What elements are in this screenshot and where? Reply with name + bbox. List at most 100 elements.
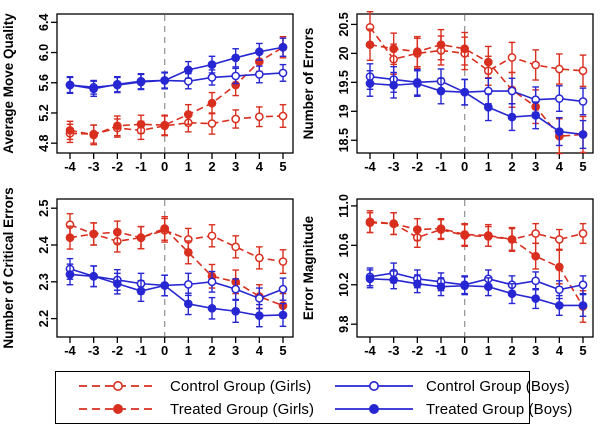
x-tick-label: 0 — [161, 159, 168, 172]
x-axis: -4 -3 -2 -1 0 1 2 3 4 5 — [364, 337, 587, 358]
data-point-marker — [389, 275, 399, 285]
data-point-marker — [207, 231, 217, 241]
plot-frame — [56, 198, 294, 338]
y-axis-title: Number of Critical Errors — [1, 187, 16, 348]
panel-number-of-critical-errors: 2.2 2.3 2.4 2.5 -4 -3 -2 -1 0 1 2 3 4 5 Number of Crit… — [1, 187, 294, 358]
x-tick-label: -2 — [112, 343, 124, 358]
data-point-marker — [65, 233, 75, 242]
y-axis-title: Average Move Quality — [1, 13, 16, 154]
data-point-marker — [436, 40, 446, 50]
y-tick-label: 19 — [337, 104, 351, 118]
data-point-marker — [507, 235, 517, 244]
x-tick-label: 1 — [185, 159, 192, 172]
series-control_boys — [65, 257, 288, 310]
legend-sample-control-boys-line-icon — [335, 381, 413, 391]
legend-sample-treated-girls-line-icon — [79, 404, 157, 414]
data-point-marker — [389, 80, 399, 90]
series-treated_boys — [365, 70, 588, 150]
data-point-marker — [65, 80, 75, 90]
legend-marker — [112, 404, 123, 414]
data-point-marker — [254, 70, 264, 79]
panel-error-magnitude: 9.8 10.2 10.6 11.0 -4 -3 -2 -1 0 1 2 3 4 5 Error Magni… — [301, 194, 594, 358]
x-tick-label: 3 — [532, 343, 539, 358]
x-tick-label: -3 — [88, 159, 100, 172]
y-tick-label: 10.2 — [337, 273, 351, 297]
series-line — [69, 227, 284, 307]
data-point-marker — [365, 79, 375, 88]
data-point-marker — [207, 73, 217, 82]
series-control_girls — [65, 103, 288, 144]
series-control_boys — [65, 63, 288, 95]
data-point-marker — [483, 282, 493, 292]
data-point-marker — [436, 282, 446, 292]
legend-marker — [112, 381, 123, 391]
panel-average-move-quality: 4.8 5.2 5.6 6.0 6.4 -4 -3 -2 -1 0 1 2 3 4 5 Average Mov… — [1, 13, 294, 172]
legend-item-label: Control Group (Boys) — [426, 377, 570, 395]
data-point-marker — [254, 112, 264, 122]
data-point-marker — [278, 42, 288, 52]
data-point-marker — [365, 40, 375, 50]
legend-item-label: Treated Group (Girls) — [170, 400, 315, 418]
legend-item-control-boys: Control Group (Boys) — [328, 375, 573, 397]
series-line — [69, 46, 284, 90]
data-point-marker — [207, 277, 217, 287]
x-tick-label: 0 — [461, 343, 468, 358]
data-point-marker — [89, 229, 99, 239]
legend-sample-control-girls-line-icon — [79, 381, 157, 391]
data-point-marker — [412, 225, 422, 234]
data-point-marker — [89, 84, 99, 94]
data-point-marker — [89, 271, 99, 281]
y-axis-title: Number of Errors — [301, 28, 316, 140]
data-point-marker — [578, 130, 588, 139]
x-tick-label: 2 — [208, 159, 215, 172]
data-point-marker — [578, 301, 588, 310]
data-point-marker — [160, 281, 170, 290]
data-point-marker — [531, 251, 541, 261]
series-treated_girls — [65, 215, 288, 319]
data-point-marker — [254, 47, 264, 57]
y-axis: 4.8 5.2 5.6 6.0 6.4 — [37, 14, 57, 152]
legend-marker — [368, 404, 379, 414]
y-tick-label: 4.8 — [37, 134, 51, 151]
data-point-marker — [483, 57, 493, 67]
series-line — [369, 43, 584, 138]
data-point-marker — [531, 111, 541, 120]
x-tick-label: -4 — [64, 159, 76, 172]
x-tick-label: 4 — [256, 159, 264, 172]
y-tick-label: 11.0 — [337, 194, 351, 218]
data-point-marker — [136, 119, 146, 129]
x-tick-label: -4 — [364, 343, 376, 358]
series-control_boys — [365, 63, 588, 116]
data-point-marker — [254, 253, 264, 263]
data-point-marker — [507, 112, 517, 122]
series-line — [369, 278, 583, 307]
legend-item-label: Treated Group (Boys) — [426, 400, 573, 418]
data-point-marker — [507, 289, 517, 298]
data-point-marker — [554, 94, 564, 103]
data-point-marker — [554, 235, 564, 244]
y-tick-label: 18.5 — [337, 128, 351, 152]
data-point-marker — [578, 66, 588, 76]
x-tick-label: 5 — [579, 343, 586, 358]
y-tick-label: 10.6 — [337, 233, 351, 257]
x-tick-label: 4 — [256, 343, 264, 358]
data-point-marker — [183, 110, 193, 119]
data-point-marker — [554, 285, 564, 295]
series-line — [369, 221, 584, 241]
data-point-marker — [436, 86, 446, 96]
data-point-marker — [389, 44, 399, 54]
y-tick-label: 5.2 — [37, 104, 51, 121]
x-axis: -4 -3 -2 -1 0 1 2 3 4 5 — [64, 337, 287, 358]
series-treated_girls — [365, 210, 588, 323]
data-point-marker — [112, 79, 122, 89]
x-tick-label: -2 — [412, 343, 424, 358]
y-tick-label: 19.5 — [337, 70, 351, 94]
y-axis-title: Error Magnitude — [301, 215, 316, 320]
data-point-marker — [65, 270, 75, 279]
data-point-marker — [365, 274, 375, 284]
plot-frame — [356, 13, 594, 154]
x-tick-label: -1 — [135, 159, 147, 172]
series-line — [369, 220, 584, 307]
y-axis: 9.8 10.2 10.6 11.0 — [337, 194, 357, 333]
